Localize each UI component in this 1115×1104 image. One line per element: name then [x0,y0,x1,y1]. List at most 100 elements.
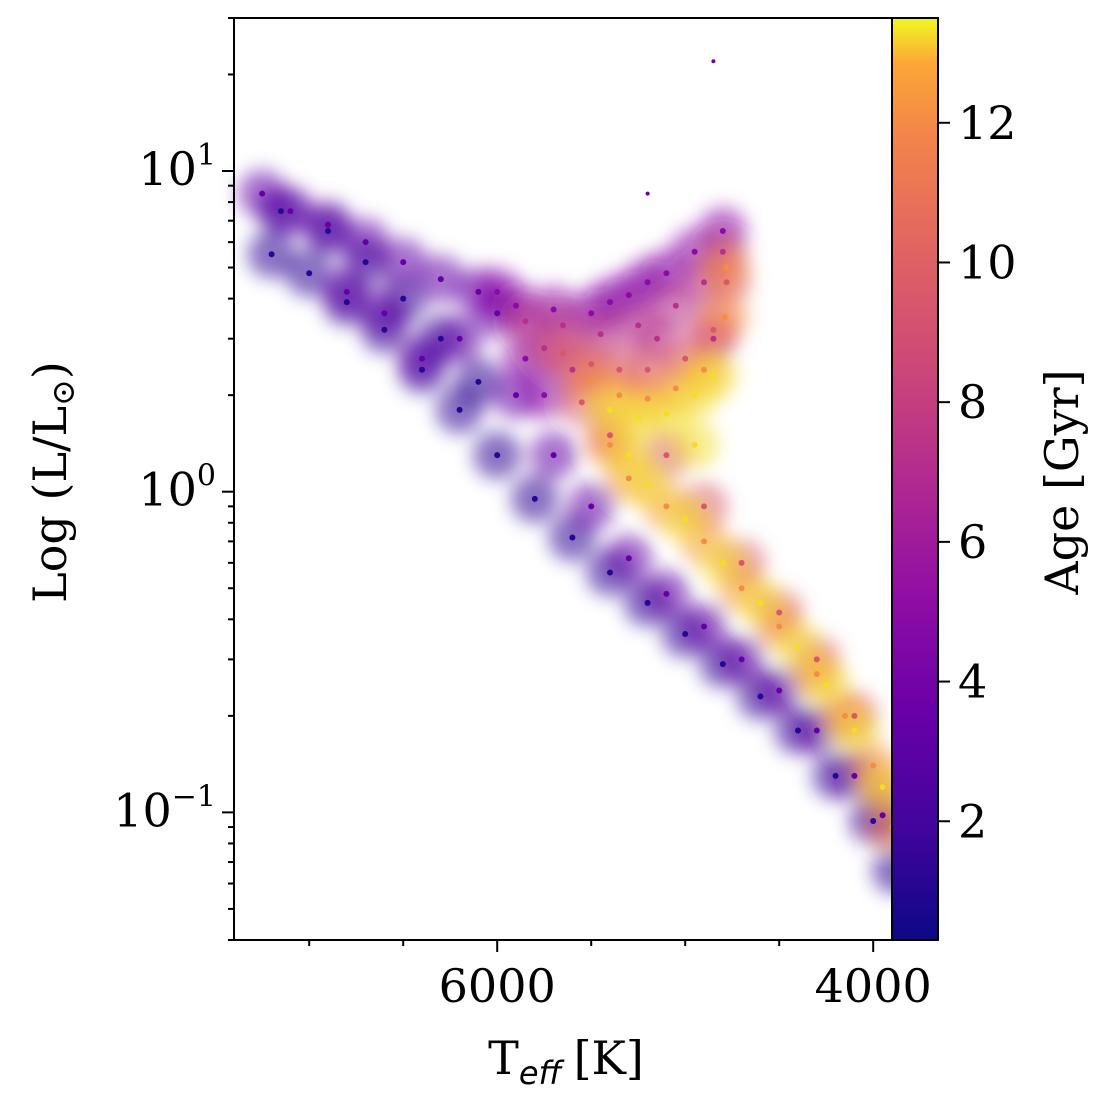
scatter-point [494,288,501,295]
scatter-point [287,208,294,215]
scatter-point [719,559,726,566]
scatter-point [569,366,576,373]
scatter-point [616,392,623,399]
scatter-point [719,661,726,668]
scatter-point [723,264,730,271]
scatter-point [625,555,632,562]
scatter-point [719,248,726,255]
scatter-point [719,228,726,235]
y-tick-label: 101 [138,138,216,196]
scatter-point [823,681,830,688]
scatter-point [531,495,538,502]
scatter-point [663,503,670,510]
scatter-point [306,270,313,277]
scatter-point [691,248,698,255]
y-axis-title: Log (L/L⊙) [23,361,82,603]
scatter-point [879,783,886,790]
scatter-point [607,441,613,448]
scatter-point [588,310,595,317]
scatter-point [644,481,651,488]
colorbar-tick-label: 10 [958,235,1017,289]
scatter-point [607,569,613,576]
y-tick-label: 10−1 [113,779,216,837]
scatter-point [851,712,858,719]
scatter-point [682,630,689,637]
scatter-point [456,335,463,342]
scatter-point [813,656,820,663]
scatter-point [710,326,717,333]
scatter-point [851,727,858,734]
scatter-point [588,361,595,368]
scatter-point [456,406,463,413]
scatter-point [663,410,670,417]
scatter-point [644,279,651,286]
scatter-point [588,378,595,385]
scatter-point [494,310,501,317]
outlier-point [645,191,650,196]
plot-area [233,17,920,941]
y-axis: 101 100 10−1 [113,17,234,941]
scatter-point [550,452,557,459]
scatter-point [268,251,275,258]
x-axis: 6000 4000 [308,940,932,1013]
scatter-point [663,590,670,597]
scatter-point [278,208,284,215]
y-tick-label: 100 [138,459,216,517]
scatter-points [259,59,899,874]
x-axis-title: Teff [K] [488,1031,644,1092]
colorbar-label: Age [Gyr] [1035,369,1089,595]
scatter-point [879,812,886,819]
scatter-point [381,310,388,317]
scatter-point [607,406,613,413]
scatter-point [437,276,444,283]
colorbar: 2 4 6 8 10 12 Age [Gyr] [891,17,1089,941]
scatter-point [701,279,707,286]
scatter-point [721,314,728,321]
scatter-point [776,609,783,616]
scatter-point [701,623,707,630]
scatter-point [513,392,519,399]
scatter-point [851,772,858,779]
scatter-point [832,772,839,779]
scatter-point [513,302,519,309]
x-tick-label: 4000 [815,959,932,1013]
scatter-point [400,259,407,266]
scatter-point [710,372,717,379]
scatter-point [325,228,331,235]
scatter-point [560,350,566,357]
scatter-point [870,818,877,825]
scatter-point [795,727,801,734]
scatter-point [541,345,548,352]
scatter-point [644,366,651,373]
colorbar-tick-label: 12 [958,96,1017,150]
scatter-point [654,335,660,342]
scatter-point [644,599,651,606]
scatter-point [776,623,783,630]
scatter-point [475,378,482,385]
scatter-point [400,295,407,302]
scatter-point [522,318,529,325]
scatter-point [738,559,745,566]
scatter-point [625,475,632,482]
colorbar-gradient [891,17,939,941]
scatter-point [259,190,266,197]
outlier-point [711,59,716,64]
scatter-point [635,322,642,329]
scatter-point [607,299,613,306]
colorbar-ticks: 2 4 6 8 10 12 [938,96,1017,848]
scatter-point [362,239,369,246]
scatter-point [757,693,764,700]
scatter-bands [238,169,920,895]
scatter-point [672,385,679,392]
scatter-point [710,335,717,342]
colorbar-tick-label: 8 [958,375,987,429]
scatter-point [625,292,632,299]
scatter-point [541,392,548,399]
scatter-point [597,331,604,338]
scatter-point [813,727,820,734]
scatter-point [738,656,745,663]
scatter-point [663,452,670,459]
scatter-point [701,366,707,373]
scatter-point [437,335,444,342]
